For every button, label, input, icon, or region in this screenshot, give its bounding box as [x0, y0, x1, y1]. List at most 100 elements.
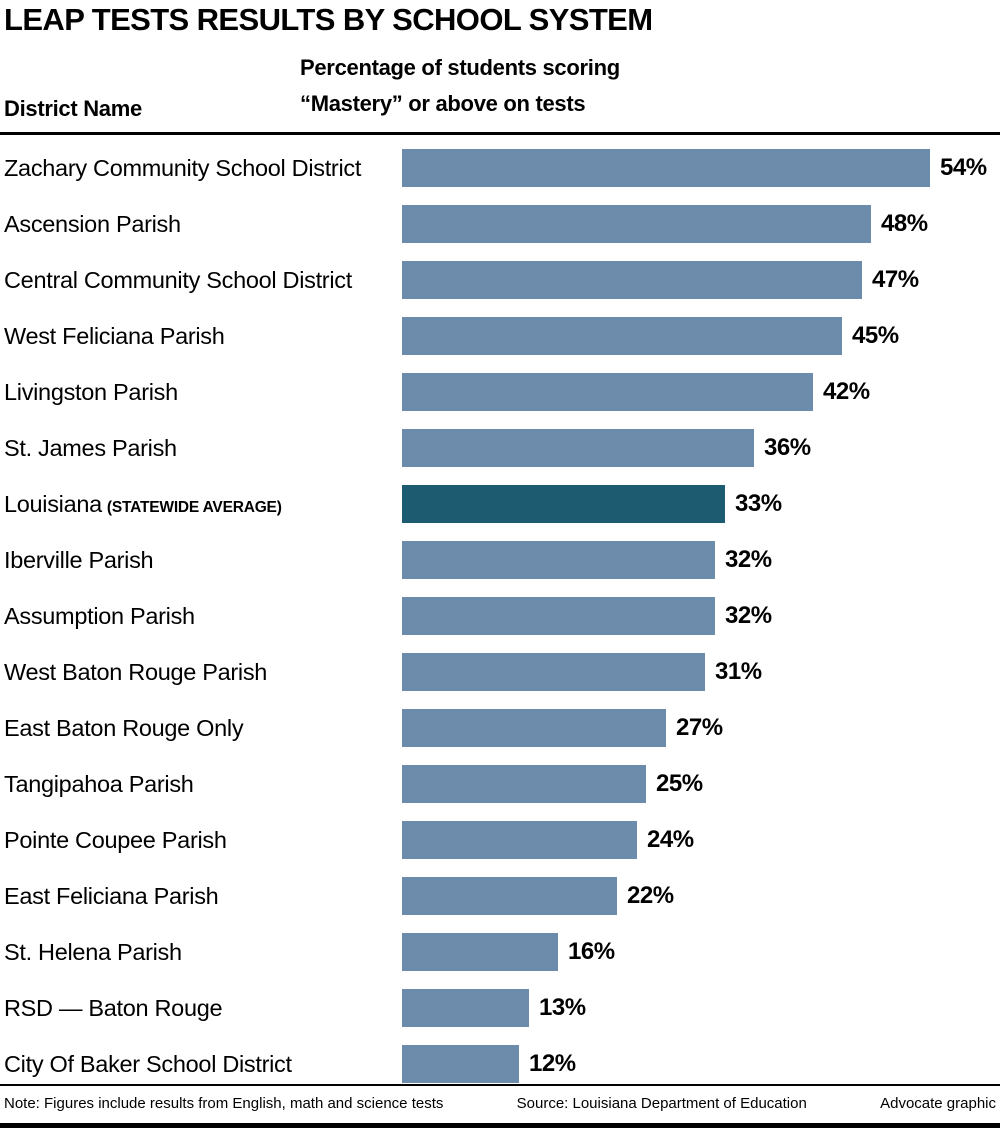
bar-row: Iberville Parish 32%	[0, 532, 1000, 588]
bar-area: 32%	[402, 541, 1000, 579]
footer-note: Note: Figures include results from Engli…	[4, 1095, 444, 1112]
value-label: 25%	[656, 770, 703, 797]
district-label-text: East Feliciana Parish	[4, 882, 219, 909]
value-bar	[402, 317, 842, 355]
bar-area: 32%	[402, 597, 1000, 635]
district-label-text: RSD — Baton Rouge	[4, 994, 223, 1021]
district-label-text: St. Helena Parish	[4, 938, 182, 965]
bar-row: Zachary Community School District 54%	[0, 140, 1000, 196]
bar-row: St. Helena Parish 16%	[0, 924, 1000, 980]
district-label-text: Zachary Community School District	[4, 154, 362, 181]
bar-row: Louisiana (STATEWIDE AVERAGE) 33%	[0, 476, 1000, 532]
district-label: St. James Parish	[4, 435, 402, 462]
value-bar	[402, 709, 666, 747]
footer-credit: Advocate graphic	[880, 1095, 996, 1112]
bar-row: Ascension Parish 48%	[0, 196, 1000, 252]
bar-area: 16%	[402, 933, 1000, 971]
district-label: City Of Baker School District	[4, 1051, 402, 1078]
district-label-text: Iberville Parish	[4, 546, 154, 573]
district-label: Livingston Parish	[4, 379, 402, 406]
value-label: 12%	[529, 1050, 576, 1077]
value-bar	[402, 933, 558, 971]
bar-area: 45%	[402, 317, 1000, 355]
column-header-value-line1: Percentage of students scoring	[300, 55, 620, 80]
district-label-text: West Feliciana Parish	[4, 322, 225, 349]
bar-area: 25%	[402, 765, 1000, 803]
value-bar	[402, 765, 646, 803]
district-label: RSD — Baton Rouge	[4, 995, 402, 1022]
district-label: West Feliciana Parish	[4, 323, 402, 350]
district-label: East Baton Rouge Only	[4, 715, 402, 742]
value-label: 22%	[627, 882, 674, 909]
bar-area: 12%	[402, 1045, 1000, 1083]
column-header-value: Percentage of students scoring “Mastery”…	[300, 50, 620, 122]
district-label: Tangipahoa Parish	[4, 771, 402, 798]
column-header-district: District Name	[4, 96, 142, 121]
bar-row: Tangipahoa Parish 25%	[0, 756, 1000, 812]
district-label: Pointe Coupee Parish	[4, 827, 402, 854]
bar-area: 22%	[402, 877, 1000, 915]
value-label: 36%	[764, 434, 811, 461]
bar-area: 33%	[402, 485, 1000, 523]
district-label-text: Assumption Parish	[4, 602, 195, 629]
value-bar	[402, 877, 617, 915]
district-label-text: City Of Baker School District	[4, 1050, 292, 1077]
district-label: Assumption Parish	[4, 603, 402, 630]
value-label: 13%	[539, 994, 586, 1021]
district-label: Zachary Community School District	[4, 155, 402, 182]
value-bar	[402, 989, 529, 1027]
value-label: 33%	[735, 490, 782, 517]
bar-row: St. James Parish 36%	[0, 420, 1000, 476]
bar-row: East Baton Rouge Only 27%	[0, 700, 1000, 756]
value-bar	[402, 261, 862, 299]
district-label: Ascension Parish	[4, 211, 402, 238]
footer-text: Note: Figures include results from Engli…	[0, 1086, 1000, 1123]
value-bar	[402, 149, 930, 187]
district-label-text: St. James Parish	[4, 434, 177, 461]
bar-area: 48%	[402, 205, 1000, 243]
bar-rows: Zachary Community School District 54% As…	[0, 135, 1000, 1092]
column-headers: District Name Percentage of students sco…	[0, 50, 1000, 122]
value-bar	[402, 373, 813, 411]
bar-row: Assumption Parish 32%	[0, 588, 1000, 644]
value-label: 32%	[725, 546, 772, 573]
value-bar	[402, 485, 725, 523]
district-label: Central Community School District	[4, 267, 402, 294]
value-label: 27%	[676, 714, 723, 741]
district-label-text: West Baton Rouge Parish	[4, 658, 268, 685]
value-label: 54%	[940, 154, 987, 181]
district-label-text: Pointe Coupee Parish	[4, 826, 227, 853]
value-label: 48%	[881, 210, 928, 237]
value-label: 31%	[715, 658, 762, 685]
value-label: 42%	[823, 378, 870, 405]
bar-row: City Of Baker School District 12%	[0, 1036, 1000, 1092]
value-bar	[402, 653, 705, 691]
district-label-text: Livingston Parish	[4, 378, 178, 405]
value-bar	[402, 597, 715, 635]
bar-area: 36%	[402, 429, 1000, 467]
value-label: 24%	[647, 826, 694, 853]
value-label: 47%	[872, 266, 919, 293]
bar-area: 47%	[402, 261, 1000, 299]
bar-row: East Feliciana Parish 22%	[0, 868, 1000, 924]
bar-area: 42%	[402, 373, 1000, 411]
bar-row: Central Community School District 47%	[0, 252, 1000, 308]
district-label: St. Helena Parish	[4, 939, 402, 966]
bar-row: RSD — Baton Rouge 13%	[0, 980, 1000, 1036]
value-bar	[402, 205, 871, 243]
footer-bottom-bar	[0, 1123, 1000, 1128]
bar-area: 27%	[402, 709, 1000, 747]
bar-row: West Feliciana Parish 45%	[0, 308, 1000, 364]
header-divider	[0, 132, 1000, 135]
district-label: Iberville Parish	[4, 547, 402, 574]
district-sublabel-text: (STATEWIDE AVERAGE)	[106, 498, 282, 516]
value-label: 45%	[852, 322, 899, 349]
bar-area: 13%	[402, 989, 1000, 1027]
district-label-text: Central Community School District	[4, 266, 352, 293]
value-label: 16%	[568, 938, 615, 965]
bar-area: 54%	[402, 149, 1000, 187]
bar-row: Pointe Coupee Parish 24%	[0, 812, 1000, 868]
footer-divider	[0, 1084, 1000, 1086]
district-label-text: Louisiana	[4, 490, 102, 517]
